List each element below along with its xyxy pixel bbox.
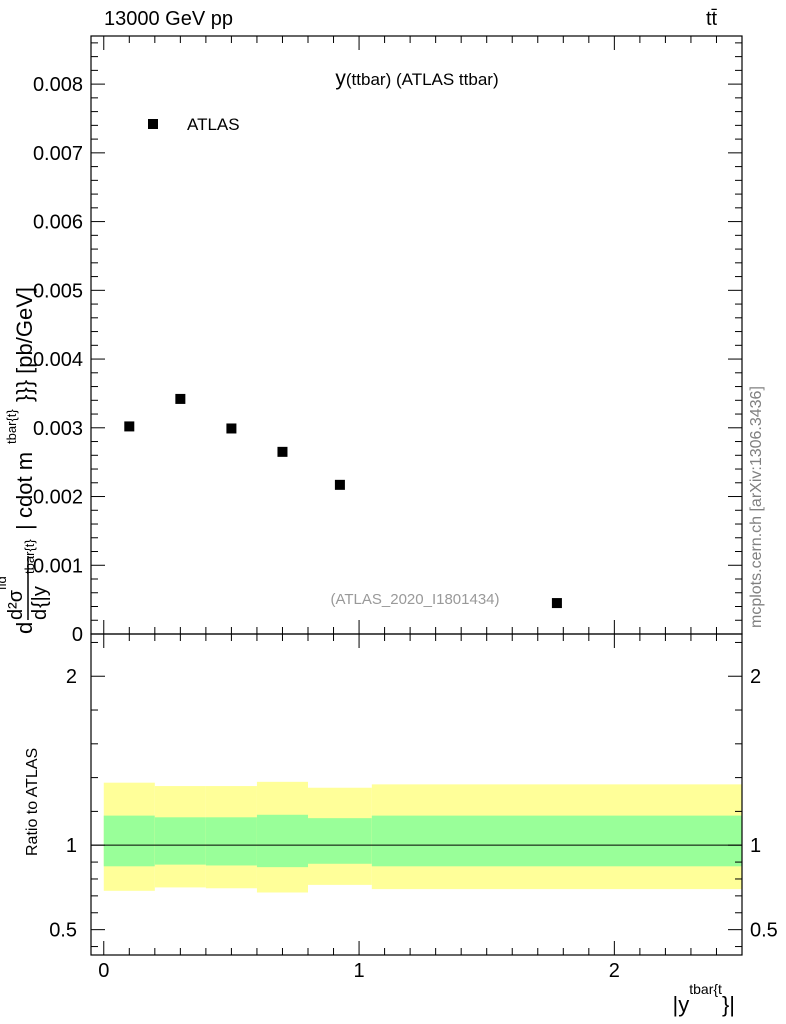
energy-label: 13000 GeV pp	[104, 8, 233, 30]
analysis-id: (ATLAS_2020_I1801434)	[330, 591, 499, 608]
watermark: mcplots.cern.ch [arXiv:1306.3436]	[748, 386, 765, 628]
ylabel-denominator-sup: tbar{t}	[22, 539, 37, 574]
main-ytick-label-1: 0.001	[33, 555, 83, 577]
legend-marker	[148, 119, 158, 129]
ratio-y-axis-label: Ratio to ATLAS	[24, 748, 41, 856]
ratio-band-inner-2	[205, 817, 257, 866]
ratio-band-inner-1	[154, 817, 206, 865]
ratio-panel-frame	[90, 633, 743, 956]
x-tick-label-1: 1	[353, 960, 364, 982]
main-ytick-label-3: 0.003	[33, 418, 83, 440]
ylabel-cdot: cdot m	[12, 452, 37, 518]
ylabel-cdot-sup: tbar{t}	[4, 409, 19, 444]
data-point-4	[334, 479, 345, 490]
x-tick-label-0: 0	[98, 960, 109, 982]
x-tick-label-2: 2	[609, 960, 620, 982]
ylabel-numerator: d²σ	[5, 589, 27, 620]
data-point-1	[175, 393, 186, 404]
main-ytick-label-6: 0.006	[33, 212, 83, 234]
ylabel-denominator: d	[29, 609, 51, 620]
ylabel-denominator-rest: {|y	[29, 586, 51, 608]
legend-label: ATLAS	[187, 115, 240, 134]
main-ytick-label-0: 0	[72, 624, 83, 646]
ylabel-unit: }}} [pb/GeV]	[12, 287, 37, 402]
x-axis-label: |ytbar{t}|	[673, 981, 735, 1017]
ratio-ytick-label-left-2: 2	[66, 666, 77, 688]
ratio-band-inner-0	[103, 815, 155, 867]
ratio-ytick-label-left-1: 1	[66, 835, 77, 857]
ratio-ytick-label-right-2: 2	[750, 666, 761, 688]
ylabel-numerator-sup: fid	[0, 576, 9, 590]
ratio-ytick-label-left-0: 0.5	[49, 920, 77, 942]
ratio-band-inner-4	[308, 818, 372, 864]
data-point-0	[124, 421, 135, 432]
ratio-ytick-label-right-0: 0.5	[750, 920, 778, 942]
main-ytick-label-7: 0.007	[33, 143, 83, 165]
ratio-band-inner-5	[371, 815, 742, 867]
main-ytick-label-8: 0.008	[33, 74, 83, 96]
ratio-band-inner-3	[256, 814, 308, 868]
data-point-3	[277, 446, 288, 457]
main-ytick-label-5: 0.005	[33, 280, 83, 302]
process-label: tt̄	[706, 8, 718, 30]
main-ytick-label-2: 0.002	[33, 487, 83, 509]
ylabel-leading-d: d	[12, 622, 37, 634]
data-point-5	[551, 598, 562, 609]
main-ytick-label-4: 0.004	[33, 349, 83, 371]
ylabel-denominator-tail: |	[12, 524, 37, 530]
plot-title: y(ttbar) (ATLAS ttbar)	[335, 67, 498, 90]
ratio-ytick-label-right-1: 1	[750, 835, 761, 857]
data-point-2	[226, 423, 237, 434]
